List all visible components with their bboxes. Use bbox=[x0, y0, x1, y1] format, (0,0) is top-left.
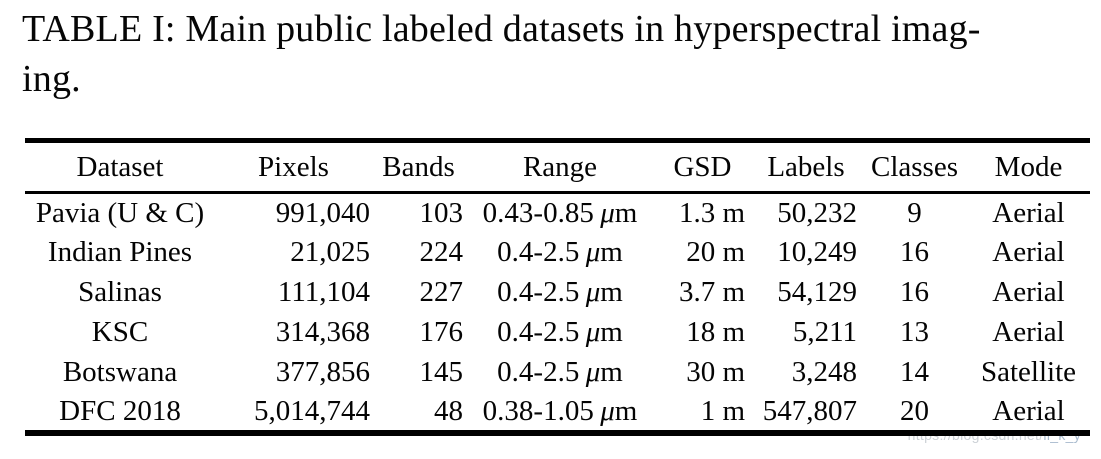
table-row: Indian Pines 21,025 224 0.4-2.5 μm 20 m 1… bbox=[25, 233, 1090, 273]
cell-mode: Aerial bbox=[992, 196, 1065, 229]
cell-range: 0.4-2.5 μm bbox=[465, 313, 655, 353]
meter-unit: m bbox=[600, 236, 623, 268]
table-row: Botswana 377,856 145 0.4-2.5 μm 30 m 3,24… bbox=[25, 353, 1090, 393]
cell-range: 0.4-2.5 μm bbox=[465, 353, 655, 393]
cell-pixels: 111,104 bbox=[277, 276, 370, 308]
range-value: 0.4-2.5 bbox=[497, 276, 580, 308]
cell-pixels: 377,856 bbox=[275, 356, 370, 388]
range-value: 0.43-0.85 bbox=[482, 196, 594, 229]
cell-bands: 224 bbox=[419, 236, 464, 268]
cell-labels: 50,232 bbox=[777, 196, 857, 229]
table-row: Salinas 111,104 227 0.4-2.5 μm 3.7 m 54,1… bbox=[25, 273, 1090, 313]
header-gsd: GSD bbox=[655, 140, 750, 194]
cell-bands: 103 bbox=[419, 196, 464, 229]
table-row: Pavia (U & C) 991,040 103 0.43-0.85 μm 1.… bbox=[25, 193, 1090, 233]
range-value: 0.4-2.5 bbox=[497, 356, 580, 388]
header-range: Range bbox=[465, 140, 655, 194]
cell-dataset: Indian Pines bbox=[47, 236, 193, 268]
cell-classes: 16 bbox=[900, 236, 929, 268]
range-value: 0.4-2.5 bbox=[497, 316, 580, 348]
cell-range: 0.4-2.5 μm bbox=[465, 273, 655, 313]
micron-symbol: μ bbox=[600, 196, 615, 229]
cell-labels: 54,129 bbox=[777, 276, 857, 308]
range-value: 0.4-2.5 bbox=[497, 236, 580, 268]
cell-classes: 14 bbox=[900, 356, 929, 388]
cell-mode: Aerial bbox=[992, 276, 1065, 308]
cell-pixels: 991,040 bbox=[275, 196, 370, 229]
cell-labels: 5,211 bbox=[792, 316, 857, 348]
cell-pixels: 21,025 bbox=[290, 236, 370, 268]
table-body: Pavia (U & C) 991,040 103 0.43-0.85 μm 1.… bbox=[25, 193, 1090, 433]
cell-bands: 145 bbox=[419, 356, 464, 388]
meter-unit: m bbox=[600, 356, 623, 388]
cell-range: 0.4-2.5 μm bbox=[465, 233, 655, 273]
cell-mode: Satellite bbox=[980, 356, 1077, 388]
cell-labels: 10,249 bbox=[777, 236, 857, 268]
header-pixels: Pixels bbox=[215, 140, 372, 194]
cell-classes: 9 bbox=[907, 196, 922, 229]
cell-dataset: Botswana bbox=[62, 356, 178, 388]
meter-unit: m bbox=[600, 316, 623, 348]
cell-classes: 16 bbox=[900, 276, 929, 308]
cell-range: 0.38-1.05 μm bbox=[465, 393, 655, 433]
header-row: Dataset Pixels Bands Range GSD Labels Cl… bbox=[25, 140, 1090, 194]
cell-dataset: Pavia (U & C) bbox=[35, 196, 205, 229]
caption-line-2: ing. bbox=[22, 58, 81, 100]
micron-symbol: μ bbox=[585, 356, 601, 388]
cell-pixels: 5,014,744 bbox=[254, 394, 370, 427]
micron-symbol: μ bbox=[585, 276, 601, 308]
micron-symbol: μ bbox=[585, 316, 601, 348]
cell-mode: Aerial bbox=[992, 236, 1065, 268]
cell-mode: Aerial bbox=[992, 316, 1065, 348]
cell-gsd: 30 m bbox=[686, 356, 745, 388]
cell-gsd: 20 m bbox=[686, 236, 745, 268]
datasets-table: Dataset Pixels Bands Range GSD Labels Cl… bbox=[25, 138, 1090, 436]
header-labels: Labels bbox=[750, 140, 862, 194]
meter-unit: m bbox=[614, 394, 638, 427]
cell-gsd: 18 m bbox=[686, 316, 745, 348]
cell-gsd: 1 m bbox=[700, 394, 745, 427]
meter-unit: m bbox=[600, 276, 623, 308]
table-caption: TABLE I: Main public labeled datasets in… bbox=[22, 4, 1092, 104]
cell-mode: Aerial bbox=[992, 394, 1065, 427]
cell-range: 0.43-0.85 μm bbox=[465, 193, 655, 233]
meter-unit: m bbox=[614, 196, 638, 229]
cell-labels: 547,807 bbox=[762, 394, 857, 427]
cell-dataset: DFC 2018 bbox=[59, 394, 181, 427]
micron-symbol: μ bbox=[600, 394, 615, 427]
header-dataset: Dataset bbox=[25, 140, 215, 194]
cell-classes: 20 bbox=[900, 394, 929, 427]
header-classes: Classes bbox=[862, 140, 967, 194]
range-value: 0.38-1.05 bbox=[482, 394, 594, 427]
table-header: Dataset Pixels Bands Range GSD Labels Cl… bbox=[25, 140, 1090, 194]
cell-classes: 13 bbox=[900, 316, 929, 348]
caption-line-1: TABLE I: Main public labeled datasets in… bbox=[22, 8, 981, 50]
cell-dataset: Salinas bbox=[78, 276, 162, 308]
cell-pixels: 314,368 bbox=[275, 316, 370, 348]
cell-bands: 227 bbox=[419, 276, 464, 308]
micron-symbol: μ bbox=[585, 236, 601, 268]
header-bands: Bands bbox=[372, 140, 465, 194]
cell-bands: 48 bbox=[434, 394, 463, 427]
cell-bands: 176 bbox=[419, 316, 464, 348]
cell-dataset: KSC bbox=[91, 316, 149, 348]
table-row: KSC 314,368 176 0.4-2.5 μm 18 m 5,211 13 … bbox=[25, 313, 1090, 353]
table-row: DFC 2018 5,014,744 48 0.38-1.05 μm 1 m 54… bbox=[25, 393, 1090, 433]
header-mode: Mode bbox=[967, 140, 1090, 194]
cell-gsd: 1.3 m bbox=[678, 196, 745, 229]
cell-gsd: 3.7 m bbox=[678, 276, 745, 308]
cell-labels: 3,248 bbox=[791, 356, 857, 388]
